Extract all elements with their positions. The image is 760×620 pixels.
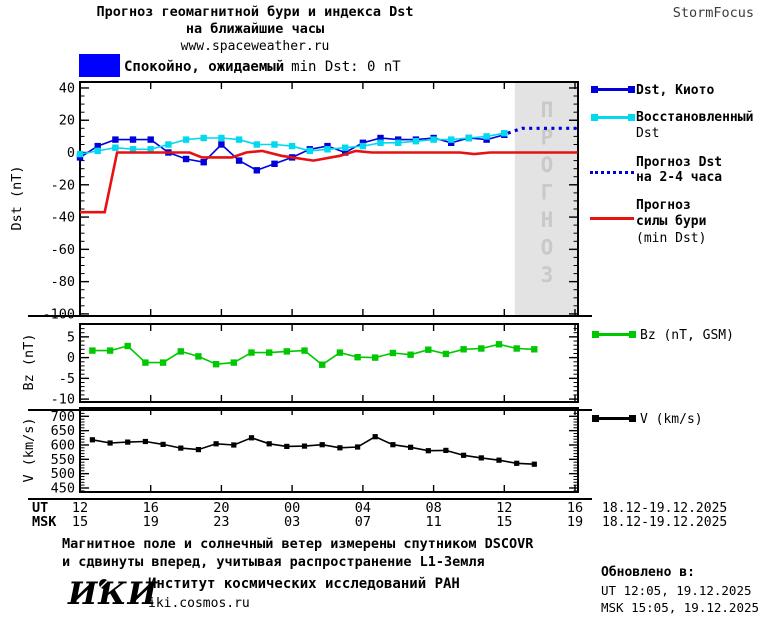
status-color-swatch [79,54,120,77]
svg-text:16: 16 [567,500,583,516]
iki-logo: ИКИ [68,576,158,612]
legend-sample-bz [592,331,636,338]
v-axis-label: V (km/s) [21,417,37,483]
legend-label-storm: Прогноз [636,198,691,213]
svg-text:500: 500 [51,466,75,482]
svg-text:12: 12 [72,500,88,516]
svg-text:600: 600 [51,438,75,454]
svg-text:0: 0 [67,350,75,366]
v-line-icon [599,417,629,420]
legend-label-bz: Bz (nT, GSM) [640,328,734,343]
svg-text:Г: Г [541,181,554,205]
brand-label: StormFocus [672,5,754,21]
kyoto-line-icon [598,88,628,91]
svg-text:З: З [541,263,554,287]
svg-text:23: 23 [213,514,229,530]
svg-text:07: 07 [355,514,371,530]
kyoto-marker-icon [628,86,635,93]
legend-sample-storm [590,205,634,224]
site-url[interactable]: www.spaceweather.ru [180,39,330,54]
status-text: Спокойно, ожидаемый min Dst: 0 nT [124,59,401,75]
svg-text:04: 04 [355,500,371,516]
svg-text:08: 08 [425,500,441,516]
v-marker-icon [592,415,599,422]
svg-text:15: 15 [72,514,88,530]
svg-text:-80: -80 [51,274,75,290]
updated-msk-time: MSK 15:05, 19.12.2025 [601,600,760,615]
legend-label-forecast: Прогноз Dst [636,155,723,170]
svg-text:650: 650 [51,423,75,439]
kyoto-marker-icon [591,86,598,93]
svg-text:0: 0 [67,145,75,161]
svg-text:-10: -10 [51,392,75,408]
updated-at-label: Обновлено в: [601,565,695,580]
bz-axis-label: Bz (nT) [21,333,37,391]
legend-label-v: V (km/s) [640,412,703,427]
restored-line-icon [598,116,628,119]
footer-note-line1: Магнитное поле и солнечный ветер измерен… [62,536,534,552]
svg-text:03: 03 [284,514,300,530]
svg-text:-60: -60 [51,242,75,258]
svg-text:700: 700 [51,409,75,425]
ut-date-range: 18.12-19.12.2025 [602,501,728,516]
legend-sample-kyoto [591,86,635,93]
status-text-ru: Спокойно, ожидаемый [124,59,285,75]
status-text-min-dst: min Dst: 0 nT [291,59,401,75]
bz-marker-icon [629,331,636,338]
svg-text:Р: Р [541,126,554,150]
svg-text:-5: -5 [59,371,75,387]
bz-marker-icon [592,331,599,338]
page-subtitle: на ближайшие часы [185,21,325,37]
svg-text:00: 00 [284,500,300,516]
legend-label-forecast-2: на 2-4 часа [636,170,723,185]
restored-marker-icon [628,114,635,121]
svg-text:19: 19 [143,514,159,530]
svg-text:11: 11 [425,514,441,530]
ut-row-label: UT [32,500,49,516]
svg-text:-40: -40 [51,210,75,226]
legend-sample-restored [591,114,635,121]
legend-sample-v [592,415,636,422]
svg-text:16: 16 [143,500,159,516]
storm-line-icon [590,217,634,220]
updated-ut-time: UT 12:05, 19.12.2025 [601,583,752,598]
svg-text:40: 40 [59,81,75,97]
forecast-dotted-line-icon [590,171,634,174]
msk-row-label: MSK [32,514,57,530]
institute-site-url[interactable]: iki.cosmos.ru [148,596,250,611]
svg-text:О: О [541,236,554,260]
svg-text:550: 550 [51,452,75,468]
legend-label-kyoto: Dst, Киото [636,83,715,98]
svg-text:-20: -20 [51,177,75,193]
legend-label-storm-3: (min Dst) [636,231,707,246]
restored-marker-icon [591,114,598,121]
page-title: Прогноз геомагнитной бури и индекса Dst [96,4,414,20]
legend-sample-forecast [590,159,634,178]
footer-note-line2: и сдвинуты вперед, учитывая распростране… [62,554,485,570]
svg-text:15: 15 [496,514,512,530]
svg-text:20: 20 [59,113,75,129]
dst-axis-label: Dst (nT) [9,165,25,231]
svg-text:-100: -100 [42,306,75,322]
svg-text:12: 12 [496,500,512,516]
iki-logo-dot-icon [99,579,109,589]
bz-line-icon [599,333,629,336]
v-marker-icon [629,415,636,422]
msk-date-range: 18.12-19.12.2025 [602,515,728,530]
svg-text:Н: Н [541,208,554,232]
svg-text:20: 20 [213,500,229,516]
svg-text:П: П [541,98,554,122]
svg-text:450: 450 [51,481,75,497]
legend-label-storm-2: силы бури [636,214,707,229]
svg-text:О: О [541,153,554,177]
legend-label-restored: Восстановленный [636,110,754,125]
title-block: Прогноз геомагнитной бури и индекса Dst … [20,4,490,55]
legend-label-restored-2: Dst [636,126,660,141]
svg-text:19: 19 [567,514,583,530]
svg-text:5: 5 [67,329,75,345]
institute-name: Институт космических исследований РАН [148,576,460,592]
